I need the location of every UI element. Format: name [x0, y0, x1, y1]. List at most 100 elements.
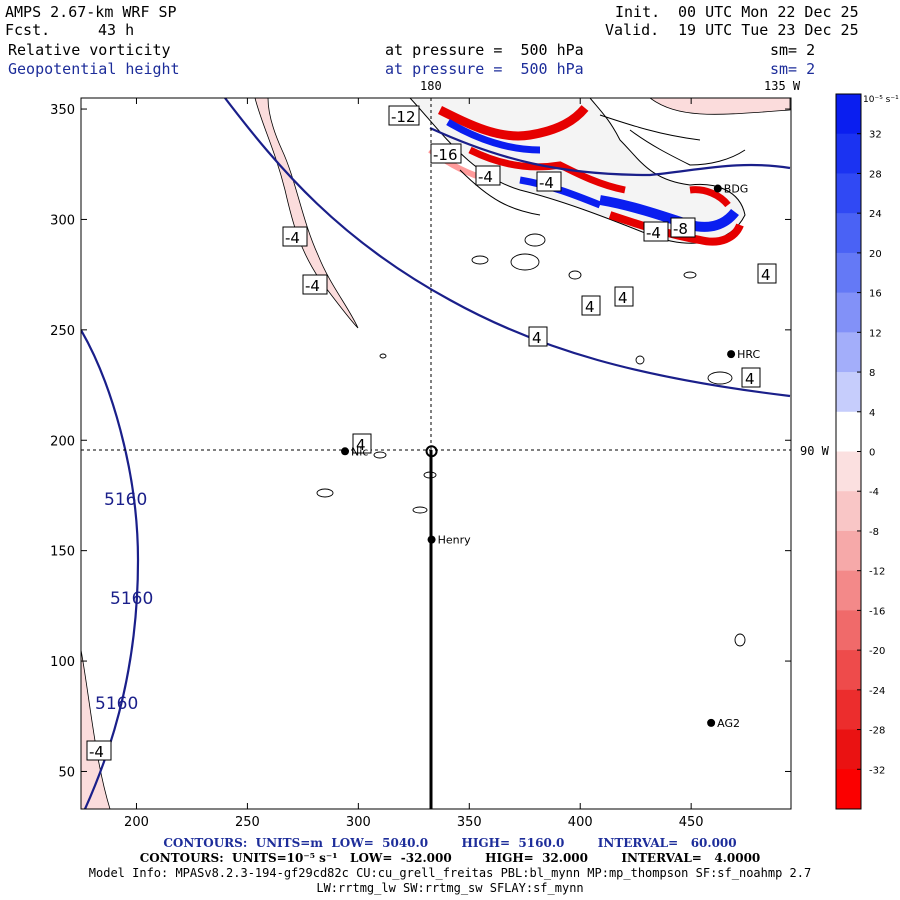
colorbar-swatch — [836, 769, 861, 810]
field2-level: at pressure = 500 hPa — [385, 60, 584, 78]
svg-text:-16: -16 — [433, 146, 458, 164]
vort-label-box: -12 — [388, 105, 420, 126]
colorbar-tick-label: 8 — [869, 368, 875, 379]
colorbar-swatch — [836, 94, 861, 135]
vort-label-box: 4 — [741, 367, 761, 388]
vorticity-contour-info: CONTOURS: UNITS=10⁻⁵ s⁻¹ LOW= -32.000 HI… — [139, 851, 761, 865]
axes: 200 250 300 350 400 450 50 100 150 200 250 300 350 — [50, 98, 791, 830]
model-title: AMPS 2.67-km WRF SP — [5, 3, 177, 21]
crosshair-marker — [425, 445, 438, 458]
colorbar-tick-label: 4 — [869, 408, 875, 419]
forecast-label: Fcst. — [5, 21, 51, 39]
colorbar-tick-label: -16 — [869, 606, 885, 617]
svg-text:-4: -4 — [478, 168, 493, 186]
station-marker — [341, 447, 350, 456]
svg-text:-4: -4 — [89, 743, 104, 761]
vort-label-box: -4 — [475, 165, 501, 186]
colorbar: 32 28 24 20 16 12 8 4 0 -4 -8 -12 -16 -20 -24 -28 -32 10⁻… — [835, 93, 899, 810]
vort-label-box: -8 — [670, 217, 696, 238]
valid-value: 19 UTC Tue 23 Dec 25 — [678, 21, 859, 39]
colorbar-swatch — [836, 610, 861, 651]
geopotential-height-contours — [81, 98, 791, 809]
stations: HRC Henry AG2 Nic BDG — [341, 183, 760, 730]
colorbar-tick-label: 16 — [869, 289, 882, 300]
colorbar-swatch — [836, 292, 861, 333]
height-label: 5160 — [104, 490, 147, 510]
colorbar-tick-label: -12 — [869, 567, 885, 578]
colorbar-swatch — [836, 570, 861, 611]
vort-label-box: 4 — [352, 433, 372, 454]
colorbar-tick-label: -20 — [869, 646, 885, 657]
svg-text:4: 4 — [745, 370, 755, 388]
station-label: HRC — [737, 348, 760, 361]
vort-label-box: 4 — [614, 286, 634, 307]
plot-frame — [80, 97, 792, 810]
y-tick-label: 150 — [50, 545, 75, 560]
colorbar-swatch — [836, 332, 861, 373]
field1-level: at pressure = 500 hPa — [385, 41, 584, 59]
colorbar-swatch — [836, 173, 861, 214]
height-contour-info: CONTOURS: UNITS=m LOW= 5040.0 HIGH= 5160… — [163, 836, 737, 850]
field2-smoothing: sm= 2 — [770, 60, 816, 78]
svg-text:4: 4 — [585, 298, 595, 316]
colorbar-tick-label: -4 — [869, 487, 879, 498]
colorbar-tick-label: 12 — [869, 328, 882, 339]
negative-vorticity-shading — [81, 98, 791, 809]
svg-text:-4: -4 — [646, 224, 661, 242]
model-info-2: LW:rrtmg_lw SW:rrtmg_sw SFLAY:sf_mynn — [316, 881, 584, 895]
vort-label-box: 4 — [528, 326, 548, 347]
svg-text:4: 4 — [761, 266, 771, 284]
valid-label: Valid. — [605, 21, 660, 39]
colorbar-tick-label: 24 — [869, 209, 882, 220]
colorbar-tick-label: 20 — [869, 249, 882, 260]
y-tick-label: 300 — [50, 213, 75, 228]
station-marker — [707, 718, 716, 727]
small-vorticity-contours — [316, 233, 746, 647]
colorbar-swatch — [836, 372, 861, 413]
svg-text:-12: -12 — [391, 108, 416, 126]
y-tick-label: 50 — [58, 765, 75, 780]
colorbar-tick-label: -28 — [869, 726, 885, 737]
x-tick-label: 400 — [568, 815, 593, 830]
colorbar-tick-label: 28 — [869, 169, 882, 180]
init-value: 00 UTC Mon 22 Dec 25 — [678, 3, 859, 21]
svg-text:4: 4 — [356, 436, 366, 454]
vort-label-box: 4 — [757, 263, 777, 284]
station-marker — [727, 350, 736, 359]
station-label: Nic — [351, 445, 368, 458]
colorbar-swatch — [836, 491, 861, 532]
colorbar-swatch — [836, 530, 861, 572]
station-label: AG2 — [717, 717, 740, 730]
svg-text:4: 4 — [618, 289, 628, 307]
station-marker — [713, 184, 722, 193]
field1-smoothing: sm= 2 — [770, 41, 816, 59]
vort-label-box: -16 — [430, 143, 462, 164]
vort-label-box: -4 — [536, 171, 562, 192]
colorbar-swatch — [836, 689, 861, 731]
colorbar-swatch — [836, 252, 861, 294]
colorbar-tick-label: -32 — [869, 765, 885, 776]
x-tick-label: 450 — [679, 815, 704, 830]
height-label: 5160 — [95, 694, 138, 714]
forecast-value: 43 h — [98, 21, 135, 39]
station-label: BDG — [724, 183, 749, 196]
vorticity-cluster — [409, 98, 746, 246]
colorbar-swatch — [836, 133, 861, 174]
x-tick-label: 350 — [457, 815, 482, 830]
model-info: Model Info: MPASv8.2.3-194-gf29cd82c CU:… — [88, 866, 812, 880]
colorbar-swatch — [836, 451, 861, 492]
svg-text:-4: -4 — [305, 277, 320, 295]
colorbar-tick-label: 0 — [869, 448, 875, 459]
height-contour-labels: 5160 5160 5160 — [95, 490, 153, 714]
svg-text:-4: -4 — [539, 174, 554, 192]
station-label: Henry — [438, 534, 472, 547]
lon-180-label: 180 — [420, 79, 442, 93]
colorbar-tick-label: 32 — [869, 130, 882, 141]
x-tick-label: 300 — [346, 815, 371, 830]
vort-label-box: -4 — [302, 274, 328, 295]
vort-label-box: 4 — [581, 295, 601, 316]
station-marker — [427, 535, 436, 544]
svg-text:-8: -8 — [673, 220, 688, 238]
svg-text:-4: -4 — [285, 229, 300, 247]
